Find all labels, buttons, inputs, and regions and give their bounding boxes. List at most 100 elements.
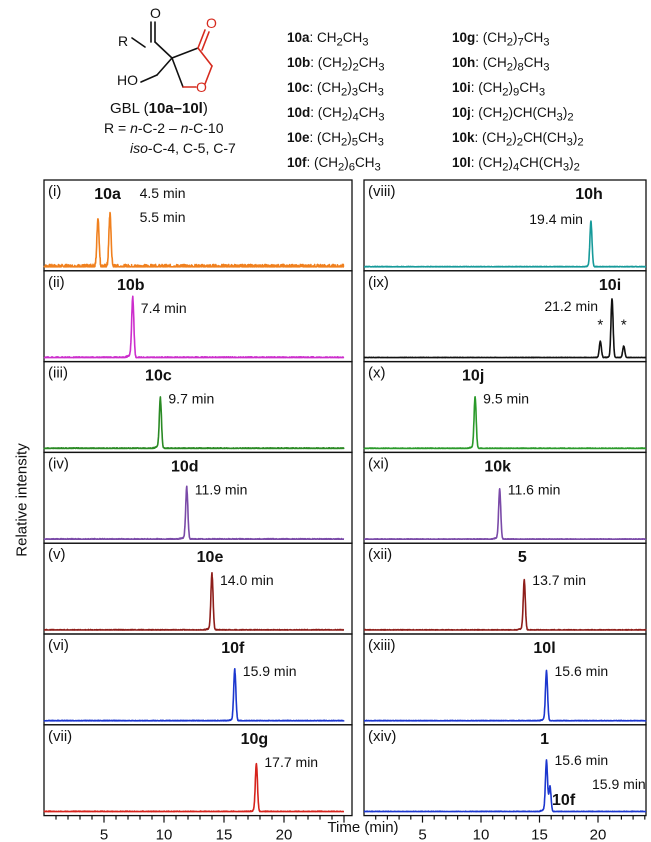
- compound-label: 10f: [221, 640, 245, 657]
- gbl-structure-drawing: O O O: [131, 5, 217, 95]
- substituent-row-10l: 10l: (CH2)4CH(CH3)2: [452, 153, 584, 178]
- chromatogram-trace-10l: [363, 669, 647, 722]
- panel-frame: [363, 724, 647, 817]
- chromatogram-trace-10c: [43, 396, 345, 450]
- substituent-row-10g: 10g: (CH2)7CH3: [452, 28, 584, 53]
- chromatogram-trace-10i: [363, 298, 647, 359]
- r-range-line2: iso-C-4, C-5, C-7: [130, 140, 236, 156]
- substituent-row-10c: 10c: (CH2)3CH3: [287, 78, 385, 103]
- retention-time-label: 15.6 min: [555, 663, 609, 679]
- panel-label: (viii): [368, 183, 396, 200]
- chromatogram-trace-10j: [363, 396, 647, 450]
- chromatogram-trace-10g: [43, 762, 345, 813]
- compound-label: 10l: [533, 640, 555, 657]
- panel-frame: [43, 179, 353, 272]
- compound-label: 10k: [484, 458, 511, 475]
- panel-frame: [363, 360, 647, 454]
- substituent-id: 10c: [287, 80, 310, 96]
- panel-label: (xi): [368, 455, 389, 472]
- chromatogram-trace-10e: [43, 572, 345, 631]
- panel-frame: [43, 270, 353, 363]
- substituent-id: 10g: [452, 30, 476, 45]
- substituent-id: 10b: [287, 55, 311, 71]
- compound-label: 10a: [94, 186, 121, 203]
- substituent-formula: : (CH2)7CH3: [475, 30, 550, 49]
- retention-time-label: 9.5 min: [483, 391, 529, 407]
- panel-label: (ii): [48, 274, 65, 291]
- substituent-id: 10f: [287, 155, 307, 171]
- substituent-row-10a: 10a: CH2CH3: [287, 28, 385, 53]
- substituent-formula: : (CH2)4CH3: [310, 105, 385, 124]
- substituent-id: 10d: [287, 105, 311, 121]
- gbl-name-label: GBL (10a–10l): [110, 100, 208, 117]
- panel-label: (xiv): [368, 728, 396, 745]
- substituent-id: 10l: [452, 155, 471, 171]
- substituent-list-right: 10g: (CH2)7CH3 10h: (CH2)8CH3 10i: (CH2)9C…: [452, 28, 584, 179]
- substituent-formula: : (CH2)6CH3: [306, 155, 381, 175]
- x-tick-label: 20: [276, 827, 293, 842]
- x-tick-label: 5: [100, 827, 108, 842]
- substituent-row-10e: 10e: (CH2)5CH3: [287, 128, 385, 153]
- chromatogram-trace-10b: [43, 295, 345, 359]
- compound-label: 10g: [241, 731, 269, 748]
- chromatogram-trace-10h: [363, 220, 647, 268]
- substituent-id: 10k: [452, 130, 475, 146]
- retention-time-label: 5.5 min: [140, 209, 186, 225]
- figure-header: O O O R HO GBL (10a–10l) R = n-C-2 – n-C…: [0, 0, 651, 180]
- svg-text:O: O: [206, 15, 217, 31]
- compound-label: 10j: [462, 368, 484, 385]
- panel-label: (v): [48, 546, 66, 563]
- x-axis-label: Time (min): [327, 819, 399, 836]
- retention-time-label: 7.4 min: [141, 300, 187, 316]
- substituent-id: 10h: [452, 55, 476, 71]
- substituent-id: 10j: [452, 105, 471, 121]
- panel-frame: [363, 179, 647, 272]
- x-tick-label: 15: [531, 827, 548, 842]
- retention-time-label: 15.6 min: [555, 752, 609, 768]
- panel-frame: [43, 724, 353, 817]
- retention-time-label: 4.5 min: [140, 185, 186, 201]
- panel-label: (vi): [48, 637, 69, 654]
- retention-time-label: 15.9 min: [592, 776, 646, 792]
- compound-label: 1: [540, 731, 549, 748]
- impurity-marker: *: [597, 317, 603, 334]
- substituent-formula: : (CH2)4CH(CH3)2: [470, 155, 580, 175]
- chromatogram-trace-1: [363, 759, 647, 813]
- substituent-id: 10i: [452, 80, 471, 96]
- substituent-id: 10e: [287, 130, 310, 146]
- compound-label: 10c: [145, 368, 172, 385]
- substituent-list-left: 10a: CH2CH3 10b: (CH2)2CH3 10c: (CH2)3CH3 1…: [287, 28, 385, 179]
- compound-label: 10i: [599, 277, 621, 294]
- x-tick-label: 20: [590, 827, 607, 842]
- svg-text:O: O: [150, 5, 161, 21]
- panel-frame: [363, 633, 647, 726]
- retention-time-label: 11.6 min: [508, 481, 561, 497]
- retention-time-label: 15.9 min: [243, 663, 297, 679]
- chromatogram-trace-10a: [43, 211, 345, 268]
- retention-time-label: 21.2 min: [544, 298, 598, 314]
- panel-label: (vii): [48, 728, 72, 745]
- retention-time-label: 9.7 min: [168, 391, 214, 407]
- panel-label: (xiii): [368, 637, 396, 654]
- compound-label: 10e: [197, 549, 224, 566]
- y-axis-label: Relative intensity: [13, 443, 31, 557]
- substituent-row-10b: 10b: (CH2)2CH3: [287, 53, 385, 78]
- r-group-label: R: [118, 33, 129, 49]
- panel-label: (iii): [48, 365, 68, 382]
- substituent-row-10i: 10i: (CH2)9CH3: [452, 78, 584, 103]
- substituent-formula: : CH2CH3: [309, 30, 369, 49]
- x-tick-label: 15: [216, 827, 233, 842]
- chromatogram-trace-10f: [43, 668, 345, 722]
- substituent-formula: : (CH2)9CH3: [470, 80, 546, 99]
- panel-label: (i): [48, 183, 61, 200]
- svg-text:O: O: [196, 79, 207, 95]
- substituent-row-10f: 10f: (CH2)6CH3: [287, 153, 385, 178]
- panel-label: (xii): [368, 546, 392, 563]
- substituent-formula: : (CH2)2CH(CH3)2: [474, 130, 584, 150]
- panel-frame: [363, 542, 647, 635]
- substituent-formula: : (CH2)8CH3: [475, 55, 550, 74]
- hydroxyl-label: HO: [117, 72, 138, 88]
- panel-label: (x): [368, 365, 386, 382]
- substituent-row-10k: 10k: (CH2)2CH(CH3)2: [452, 128, 584, 153]
